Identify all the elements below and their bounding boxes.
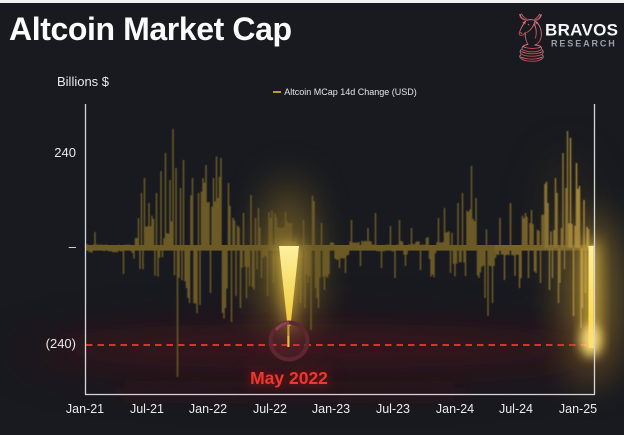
svg-text:RESEARCH: RESEARCH xyxy=(551,39,617,49)
svg-text:BRAVOS: BRAVOS xyxy=(545,21,618,40)
